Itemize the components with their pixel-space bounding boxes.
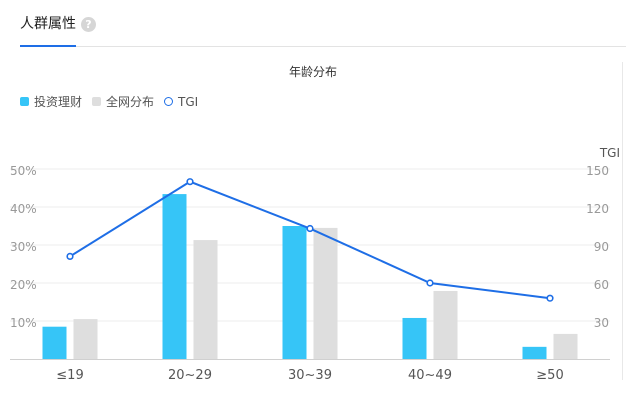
tgi-point: [186, 178, 194, 186]
tab-bar: 人群属性 ?: [0, 0, 626, 47]
active-tab-indicator: [20, 45, 76, 47]
bar: [282, 226, 307, 359]
y-tick-label: 50%: [10, 164, 37, 178]
legend-item-investment[interactable]: 投资理财: [20, 93, 82, 110]
tgi-point: [426, 279, 434, 287]
legend-item-tgi[interactable]: TGI: [164, 95, 198, 109]
bar: [73, 319, 98, 359]
help-icon[interactable]: ?: [81, 17, 96, 32]
panel-divider: [622, 62, 623, 380]
tgi-point: [66, 252, 74, 260]
x-tick-label: 30~39: [288, 368, 332, 383]
y-tick-label: 10%: [10, 316, 37, 330]
y2-tick-label: 30: [594, 316, 609, 330]
x-tick-label: 40~49: [408, 368, 452, 383]
tgi-point: [306, 224, 314, 233]
y2-tick-label: 150: [586, 164, 609, 178]
legend-label: TGI: [178, 94, 199, 109]
bar: [42, 326, 67, 359]
y-tick-label: 30%: [10, 240, 37, 254]
bar: [433, 290, 458, 359]
x-tick-label: 20~29: [168, 368, 212, 383]
right-axis: 30 60 90 120 150 TGI: [586, 146, 620, 330]
legend-label: 投资理财: [34, 95, 83, 109]
y2-tick-label: 120: [586, 202, 609, 216]
gridlines: [10, 168, 610, 322]
y-tick-label: 40%: [10, 202, 37, 216]
y2-tick-label: 90: [594, 240, 609, 254]
tab-bar-divider: [20, 46, 626, 47]
legend-ring-icon: [164, 97, 174, 106]
y-tick-label: 20%: [10, 278, 37, 292]
bar: [522, 346, 547, 359]
tab-label: 人群属性: [20, 16, 76, 32]
x-tick-label: ≤19: [56, 368, 83, 383]
tgi-polyline: [69, 180, 551, 300]
x-tick-label: ≥50: [536, 368, 563, 383]
bar: [553, 333, 578, 359]
tgi-line: [66, 178, 554, 302]
y2-axis-title: TGI: [599, 146, 620, 160]
y2-tick-label: 60: [594, 278, 609, 292]
legend-label: 全网分布: [106, 95, 155, 109]
chart-legend: 投资理财 全网分布 TGI: [20, 93, 208, 110]
legend-swatch-icon: [92, 97, 102, 106]
x-axis: ≤19 20~29 30~39 40~49 ≥50: [10, 359, 610, 383]
tgi-point: [546, 294, 554, 302]
bars: [42, 194, 578, 359]
bar: [402, 317, 427, 359]
bar: [193, 240, 218, 359]
legend-item-network[interactable]: 全网分布: [92, 93, 154, 110]
left-axis: 10% 20% 30% 40% 50%: [10, 164, 37, 330]
legend-swatch-icon: [20, 97, 29, 106]
chart-title: 年龄分布: [288, 65, 337, 79]
bar: [313, 227, 338, 359]
bar: [162, 194, 187, 359]
tab-crowd-attributes[interactable]: 人群属性 ?: [20, 14, 96, 47]
